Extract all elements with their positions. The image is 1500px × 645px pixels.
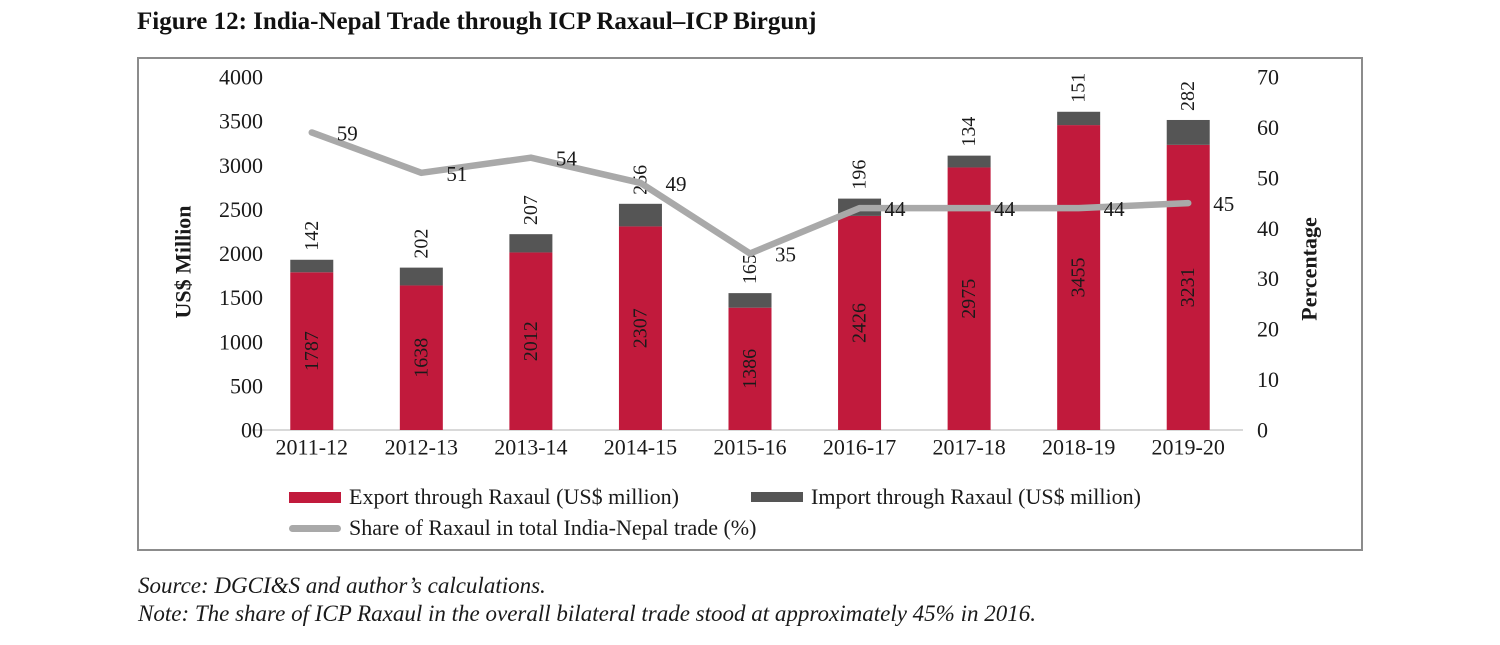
export-value-label: 2012 bbox=[520, 321, 542, 361]
export-bar bbox=[1057, 125, 1101, 430]
share-value-label: 44 bbox=[1104, 197, 1126, 221]
x-axis-category-label: 2012-13 bbox=[385, 435, 458, 460]
x-axis-category-label: 2018-19 bbox=[1042, 435, 1115, 460]
import-bar bbox=[1057, 111, 1101, 126]
right-axis-title: Percentage bbox=[1297, 217, 1322, 321]
export-bar bbox=[399, 285, 443, 430]
import-bar bbox=[947, 155, 991, 168]
right-axis-tick: 60 bbox=[1257, 115, 1279, 140]
export-value-label: 2307 bbox=[629, 308, 651, 348]
export-legend-label: Export through Raxaul (US$ million) bbox=[349, 484, 679, 509]
import-value-label: 142 bbox=[301, 221, 323, 251]
chart-container: 4000 3500 3000 2500 2000 1500 1000 500 00 70 60 50 4… bbox=[137, 57, 1363, 551]
import-value-label: 282 bbox=[1177, 81, 1199, 111]
export-value-label: 1787 bbox=[301, 331, 323, 371]
export-value-label: 1386 bbox=[739, 349, 761, 389]
left-axis-tick: 2500 bbox=[219, 197, 263, 222]
left-axis-tick: 2000 bbox=[219, 241, 263, 266]
legend-item-share: Share of Raxaul in total India-Nepal tra… bbox=[289, 515, 756, 541]
left-axis-title: US$ Million bbox=[171, 205, 196, 318]
import-bar bbox=[290, 259, 334, 273]
right-axis-tick: 70 bbox=[1257, 65, 1279, 90]
export-bar bbox=[290, 272, 334, 430]
x-axis-category-label: 2016-17 bbox=[823, 435, 896, 460]
left-axis-tick: 1500 bbox=[219, 285, 263, 310]
export-bar bbox=[1166, 144, 1210, 430]
x-axis-category-label: 2015-16 bbox=[713, 435, 786, 460]
right-axis-tick: 40 bbox=[1257, 216, 1279, 241]
left-axis-tick: 500 bbox=[230, 373, 263, 398]
export-bar bbox=[509, 252, 553, 430]
import-bar bbox=[509, 234, 553, 253]
x-axis-category-label: 2019-20 bbox=[1152, 435, 1225, 460]
import-value-label: 165 bbox=[739, 254, 761, 284]
right-axis-tick: 0 bbox=[1257, 418, 1268, 443]
x-axis-category-label: 2017-18 bbox=[932, 435, 1005, 460]
share-value-label: 59 bbox=[337, 121, 358, 145]
figure-title: Figure 12: India-Nepal Trade through ICP… bbox=[137, 8, 817, 35]
import-bar bbox=[728, 293, 772, 308]
export-value-label: 2426 bbox=[849, 303, 871, 343]
import-value-label: 202 bbox=[410, 229, 432, 259]
left-axis-tick: 4000 bbox=[219, 65, 263, 90]
import-value-label: 207 bbox=[520, 195, 542, 225]
legend-item-export: Export through Raxaul (US$ million) bbox=[289, 484, 679, 510]
export-value-label: 2975 bbox=[958, 279, 980, 319]
import-value-label: 151 bbox=[1068, 73, 1090, 103]
left-axis-tick: 1000 bbox=[219, 329, 263, 354]
right-axis-tick: 10 bbox=[1257, 367, 1279, 392]
export-legend-swatch bbox=[289, 491, 341, 503]
x-axis-category-label: 2013-14 bbox=[494, 435, 567, 460]
import-legend-label: Import through Raxaul (US$ million) bbox=[811, 484, 1141, 509]
share-value-label: 49 bbox=[665, 172, 686, 196]
left-axis-tick: 00 bbox=[241, 418, 263, 443]
import-legend-swatch bbox=[751, 492, 803, 502]
right-axis-tick: 50 bbox=[1257, 165, 1279, 190]
share-line-legend-swatch bbox=[289, 524, 341, 532]
figure-note: Note: The share of ICP Raxaul in the ove… bbox=[138, 601, 1036, 626]
left-axis-tick: 3000 bbox=[219, 153, 263, 178]
export-value-label: 3231 bbox=[1177, 267, 1199, 307]
source-note: Source: DGCI&S and author’s calculations… bbox=[138, 573, 546, 598]
share-line bbox=[308, 129, 1192, 257]
import-value-label: 196 bbox=[849, 160, 871, 190]
import-value-label: 134 bbox=[958, 117, 980, 147]
x-axis-category-label: 2011-12 bbox=[276, 435, 349, 460]
share-value-label: 45 bbox=[1213, 192, 1234, 216]
share-value-label: 44 bbox=[885, 197, 907, 221]
export-bar bbox=[728, 307, 772, 430]
share-legend-label: Share of Raxaul in total India-Nepal tra… bbox=[349, 515, 757, 540]
import-bar bbox=[399, 267, 443, 286]
left-axis-tick: 3500 bbox=[219, 109, 263, 134]
right-axis-tick: 20 bbox=[1257, 317, 1279, 342]
export-bar bbox=[838, 215, 882, 430]
export-value-label: 3455 bbox=[1068, 258, 1090, 298]
import-bar bbox=[1166, 119, 1210, 145]
share-value-label: 51 bbox=[446, 162, 467, 186]
x-axis-category-label: 2014-15 bbox=[604, 435, 677, 460]
export-value-label: 1638 bbox=[410, 338, 432, 378]
share-value-label: 54 bbox=[556, 147, 578, 171]
import-bar bbox=[618, 203, 662, 227]
share-value-label: 44 bbox=[994, 197, 1016, 221]
legend-item-import: Import through Raxaul (US$ million) bbox=[751, 484, 1141, 510]
share-value-label: 35 bbox=[775, 243, 796, 267]
right-axis-tick: 30 bbox=[1257, 266, 1279, 291]
export-bar bbox=[618, 226, 662, 430]
trade-chart: 4000 3500 3000 2500 2000 1500 1000 500 00 70 60 50 4… bbox=[171, 65, 1322, 460]
